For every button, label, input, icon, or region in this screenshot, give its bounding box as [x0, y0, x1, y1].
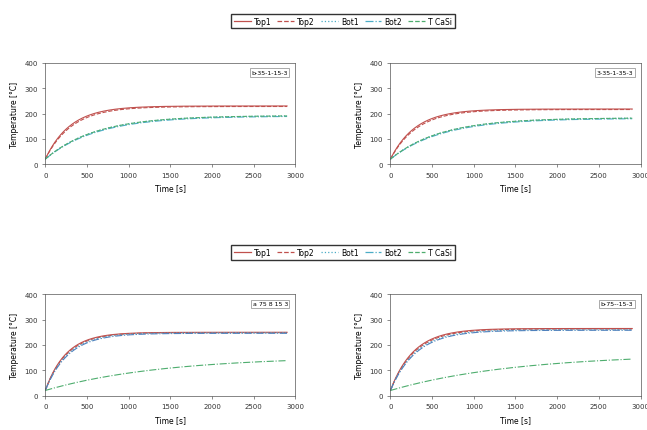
Text: 3-35-1-35-3: 3-35-1-35-3 [597, 71, 633, 76]
Text: b-75--15-3: b-75--15-3 [600, 302, 633, 307]
X-axis label: Time [s]: Time [s] [155, 415, 186, 424]
Legend: Top1, Top2, Bot1, Bot2, T CaSi: Top1, Top2, Bot1, Bot2, T CaSi [231, 15, 455, 29]
Text: b-35-1-15-3: b-35-1-15-3 [252, 71, 288, 76]
Y-axis label: Temperature [°C]: Temperature [°C] [10, 81, 19, 147]
Legend: Top1, Top2, Bot1, Bot2, T CaSi: Top1, Top2, Bot1, Bot2, T CaSi [231, 246, 455, 260]
X-axis label: Time [s]: Time [s] [500, 415, 531, 424]
Y-axis label: Temperature [°C]: Temperature [°C] [355, 312, 364, 378]
X-axis label: Time [s]: Time [s] [155, 184, 186, 193]
Y-axis label: Temperature [°C]: Temperature [°C] [10, 312, 19, 378]
Y-axis label: Temperature [°C]: Temperature [°C] [355, 81, 364, 147]
X-axis label: Time [s]: Time [s] [500, 184, 531, 193]
Text: a 75 8 15 3: a 75 8 15 3 [252, 302, 288, 307]
